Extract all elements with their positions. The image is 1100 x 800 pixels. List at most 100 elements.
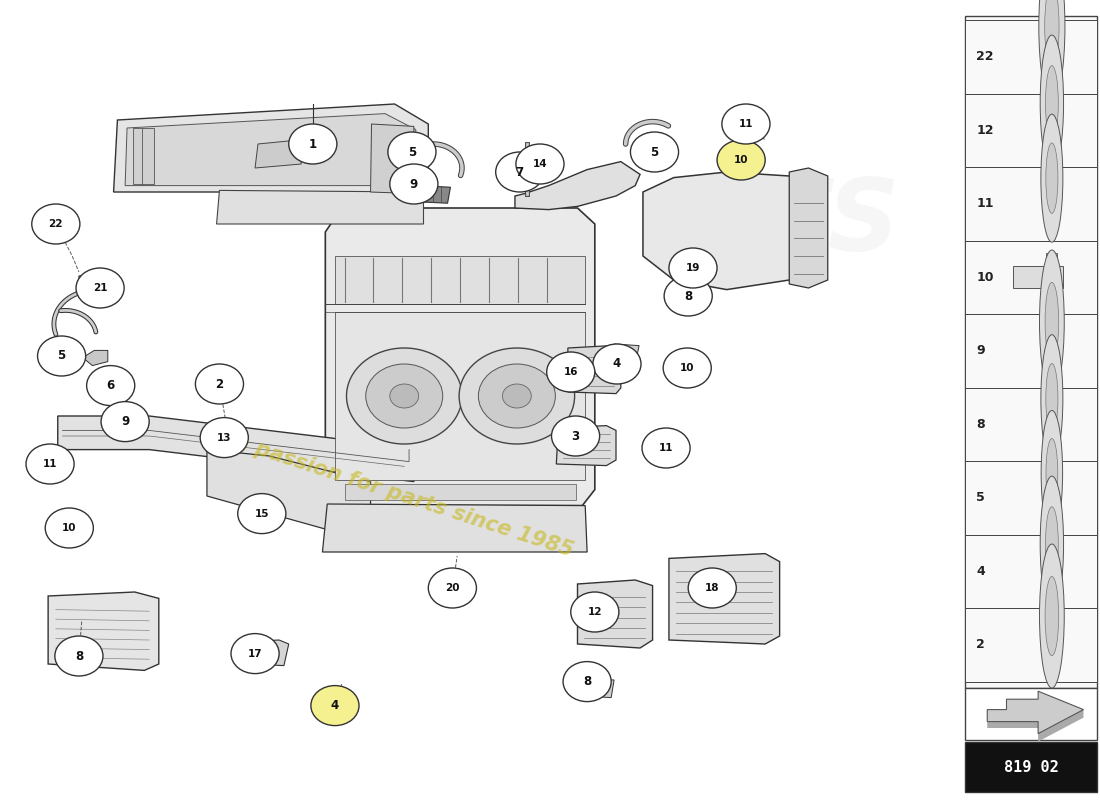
FancyBboxPatch shape (1046, 254, 1057, 268)
FancyBboxPatch shape (966, 742, 1098, 792)
FancyBboxPatch shape (1013, 266, 1064, 289)
Circle shape (389, 384, 419, 408)
Circle shape (689, 568, 736, 608)
Text: 1: 1 (309, 138, 317, 150)
Circle shape (238, 494, 286, 534)
Circle shape (101, 402, 150, 442)
Polygon shape (82, 350, 108, 366)
Text: 2: 2 (216, 378, 223, 390)
Circle shape (32, 204, 80, 244)
FancyBboxPatch shape (966, 20, 1098, 94)
Text: 16: 16 (563, 367, 578, 377)
Polygon shape (133, 128, 144, 184)
Text: 2: 2 (977, 638, 985, 651)
Polygon shape (142, 128, 154, 184)
Circle shape (288, 124, 337, 164)
Circle shape (1041, 476, 1064, 612)
Text: 9: 9 (409, 178, 418, 190)
Circle shape (1042, 410, 1063, 535)
Text: 11: 11 (739, 119, 754, 129)
Polygon shape (612, 344, 639, 364)
FancyBboxPatch shape (1047, 398, 1057, 445)
FancyBboxPatch shape (966, 534, 1098, 608)
Circle shape (346, 348, 462, 444)
Circle shape (26, 444, 74, 484)
Text: 5: 5 (650, 146, 659, 158)
Circle shape (1041, 334, 1063, 462)
FancyBboxPatch shape (1047, 473, 1057, 513)
Text: 10: 10 (977, 270, 993, 284)
Polygon shape (568, 346, 620, 394)
Text: 13: 13 (217, 433, 231, 442)
Text: 11: 11 (43, 459, 57, 469)
Text: 5: 5 (57, 350, 66, 362)
FancyBboxPatch shape (1047, 26, 1057, 54)
Polygon shape (322, 504, 587, 552)
Circle shape (1040, 544, 1065, 688)
Text: 7: 7 (516, 166, 524, 178)
FancyBboxPatch shape (1047, 616, 1057, 650)
Circle shape (1045, 577, 1058, 656)
Text: 6: 6 (107, 379, 114, 392)
Text: 19: 19 (685, 263, 701, 273)
Text: 8: 8 (75, 650, 84, 662)
FancyBboxPatch shape (966, 387, 1098, 461)
Text: 12: 12 (977, 124, 993, 137)
Circle shape (76, 268, 124, 308)
Circle shape (551, 416, 600, 456)
Polygon shape (790, 168, 827, 288)
Text: 9: 9 (977, 344, 985, 358)
Circle shape (200, 418, 249, 458)
Circle shape (389, 164, 438, 204)
Circle shape (503, 384, 531, 408)
Circle shape (388, 132, 436, 172)
Text: 15: 15 (254, 509, 270, 518)
Text: 10: 10 (734, 155, 748, 165)
Text: 11: 11 (659, 443, 673, 453)
Circle shape (593, 344, 641, 384)
Polygon shape (249, 640, 288, 666)
Polygon shape (582, 678, 614, 698)
Circle shape (496, 152, 543, 192)
Polygon shape (414, 186, 451, 203)
Polygon shape (642, 172, 823, 290)
Text: 18: 18 (705, 583, 719, 593)
Circle shape (311, 686, 359, 726)
Polygon shape (578, 580, 652, 648)
Circle shape (664, 276, 713, 316)
Circle shape (365, 364, 442, 428)
Circle shape (45, 508, 94, 548)
Circle shape (717, 140, 766, 180)
Text: 5: 5 (977, 491, 985, 504)
Circle shape (1045, 66, 1058, 141)
Polygon shape (515, 162, 640, 210)
Text: 12: 12 (587, 607, 602, 617)
Circle shape (1046, 438, 1058, 507)
Polygon shape (988, 691, 1084, 734)
Text: 11: 11 (977, 198, 993, 210)
Circle shape (196, 364, 243, 404)
Circle shape (1041, 35, 1064, 171)
Text: 4: 4 (977, 565, 985, 578)
Circle shape (428, 568, 476, 608)
FancyBboxPatch shape (966, 94, 1098, 167)
Text: 10: 10 (680, 363, 694, 373)
Text: 17: 17 (248, 649, 263, 658)
Text: 22: 22 (977, 50, 993, 63)
Polygon shape (326, 208, 595, 506)
Circle shape (1045, 0, 1059, 68)
Circle shape (459, 348, 574, 444)
Circle shape (231, 634, 279, 674)
Text: 22: 22 (48, 219, 63, 229)
Circle shape (1041, 114, 1063, 242)
Circle shape (55, 636, 103, 676)
FancyBboxPatch shape (1047, 178, 1057, 217)
Text: 8: 8 (977, 418, 985, 431)
Circle shape (630, 132, 679, 172)
Polygon shape (113, 104, 428, 192)
Circle shape (478, 364, 556, 428)
Circle shape (1040, 250, 1065, 394)
Polygon shape (79, 272, 118, 298)
Polygon shape (48, 592, 158, 670)
Polygon shape (988, 710, 1084, 742)
